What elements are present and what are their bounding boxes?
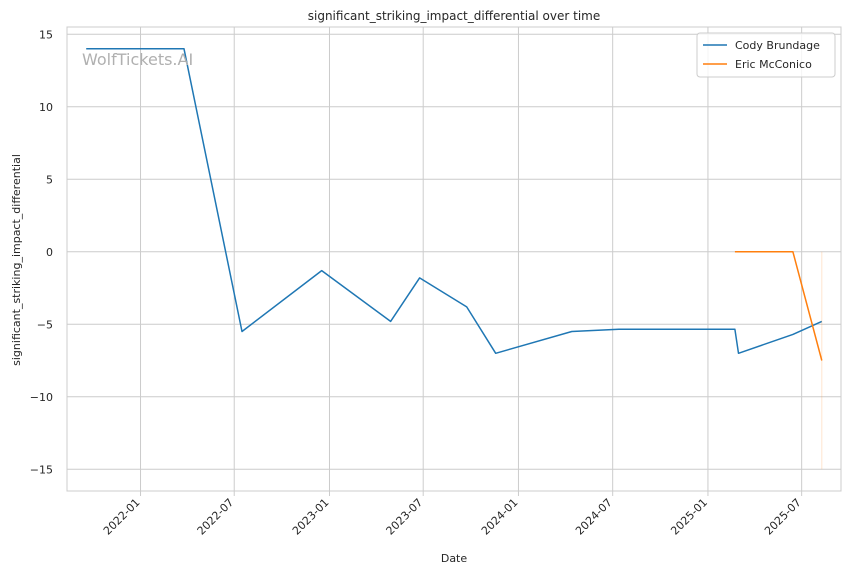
- y-tick-label: −5: [37, 318, 53, 331]
- legend-label-eric-mcconico: Eric McConico: [735, 58, 812, 71]
- y-tick-label: 10: [39, 101, 53, 114]
- watermark: WolfTickets.AI: [82, 50, 193, 69]
- y-tick-labels: −15 −10 −5 0 5 10 15: [30, 28, 53, 476]
- y-tick-label: 0: [46, 246, 53, 259]
- y-axis-title: significant_striking_impact_differential: [10, 154, 23, 366]
- series-line-eric-mcconico: [734, 251, 823, 361]
- plot-frame: [66, 26, 842, 492]
- y-tick-label: 15: [39, 28, 53, 41]
- series-line-cody-brundage: [86, 48, 823, 355]
- legend-label-cody-brundage: Cody Brundage: [735, 39, 820, 52]
- y-tick-label: −10: [30, 391, 53, 404]
- series-layer: [86, 48, 823, 470]
- legend: Cody Brundage Eric McConico: [696, 32, 836, 78]
- y-tick-label: 5: [46, 173, 53, 186]
- x-axis-title: Date: [441, 552, 468, 565]
- y-tick-label: −15: [30, 463, 53, 476]
- legend-box: [696, 32, 836, 78]
- chart-title: significant_striking_impact_differential…: [308, 9, 600, 23]
